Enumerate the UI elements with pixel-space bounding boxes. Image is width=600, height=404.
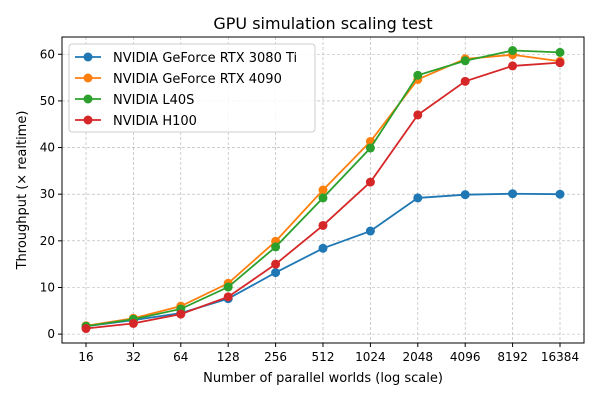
data-point — [555, 47, 565, 57]
data-point — [176, 309, 186, 319]
data-point — [365, 226, 375, 236]
chart-title: GPU simulation scaling test — [213, 14, 432, 33]
legend-marker — [83, 94, 93, 104]
data-point — [413, 110, 423, 120]
y-tick-label: 0 — [47, 327, 55, 341]
data-point — [81, 324, 91, 334]
data-point — [128, 318, 138, 328]
y-tick-label: 30 — [40, 187, 55, 201]
x-tick-label: 512 — [312, 350, 335, 364]
x-tick-label: 16 — [78, 350, 93, 364]
data-point — [271, 242, 281, 252]
x-tick-label: 8192 — [497, 350, 528, 364]
plot-frame — [61, 36, 585, 344]
y-axis-label: Throughput (× realtime) — [15, 111, 30, 271]
data-point — [318, 193, 328, 203]
data-point — [318, 185, 328, 195]
y-tick-label: 20 — [40, 234, 55, 248]
x-tick-label: 32 — [126, 350, 141, 364]
x-tick-label: 4096 — [450, 350, 481, 364]
data-point — [555, 58, 565, 68]
x-tick-label: 16384 — [541, 350, 579, 364]
x-tick-label: 1024 — [355, 350, 386, 364]
legend-label: NVIDIA H100 — [113, 114, 197, 129]
data-point — [460, 56, 470, 66]
data-point — [223, 292, 233, 302]
legend-marker — [83, 52, 93, 62]
y-tick-label: 60 — [40, 47, 55, 61]
data-point — [413, 193, 423, 203]
data-point — [318, 243, 328, 253]
x-tick-label: 64 — [173, 350, 188, 364]
x-tick-label: 128 — [217, 350, 240, 364]
y-tick-label: 50 — [40, 94, 55, 108]
y-tick-label: 40 — [40, 141, 55, 155]
y-tick-label: 10 — [40, 280, 55, 294]
data-point — [413, 70, 423, 80]
legend-marker — [83, 73, 93, 83]
legend-label: NVIDIA L40S — [113, 93, 194, 108]
x-tick-label: 256 — [264, 350, 287, 364]
data-point — [460, 190, 470, 200]
legend-marker — [83, 115, 93, 125]
data-point — [318, 220, 328, 230]
legend-label: NVIDIA GeForce RTX 3080 Ti — [113, 51, 297, 66]
legend-label: NVIDIA GeForce RTX 4090 — [113, 72, 282, 87]
data-point — [555, 189, 565, 199]
data-point — [508, 189, 518, 199]
data-point — [365, 143, 375, 153]
data-point — [460, 76, 470, 86]
data-point — [271, 268, 281, 278]
data-point — [271, 259, 281, 269]
data-point — [508, 46, 518, 56]
data-point — [508, 61, 518, 71]
data-point — [365, 177, 375, 187]
x-tick-label: 2048 — [403, 350, 434, 364]
legend: NVIDIA GeForce RTX 3080 Ti NVIDIA GeForce… — [68, 43, 316, 133]
legend-box — [68, 43, 316, 133]
data-point — [223, 282, 233, 292]
x-axis-label: Number of parallel worlds (log scale) — [203, 371, 443, 386]
series-3 — [81, 58, 565, 334]
